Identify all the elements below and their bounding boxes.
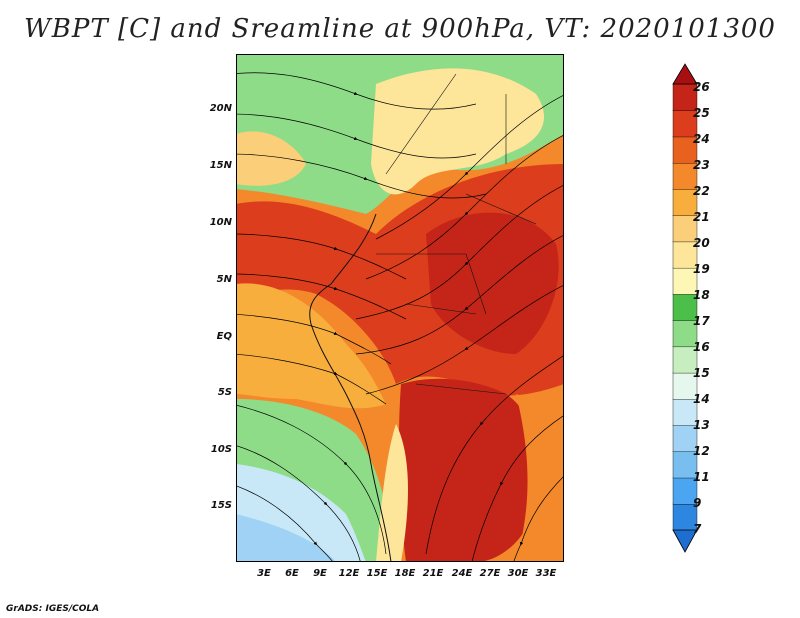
colorbar-segment xyxy=(672,503,698,531)
colorbar-label: 15 xyxy=(693,366,710,380)
colorbar-segment xyxy=(672,136,698,164)
colorbar-label: 20 xyxy=(693,236,710,250)
colorbar-segment xyxy=(672,424,698,452)
lon-label: 30E xyxy=(507,568,529,579)
colorbar-label: 11 xyxy=(693,470,710,484)
blue-south xyxy=(236,514,336,562)
colorbar-segment xyxy=(672,293,698,321)
colorbar-label: 25 xyxy=(693,106,710,120)
map-panel xyxy=(236,54,564,562)
border-lines xyxy=(376,73,537,395)
red-south xyxy=(398,378,540,562)
lon-label: 9E xyxy=(313,568,327,579)
lon-label: 33E xyxy=(535,568,557,579)
colorbar-label: 19 xyxy=(693,262,710,276)
colorbar-label: 16 xyxy=(693,340,710,354)
lat-label: 10N xyxy=(209,217,232,228)
lat-label: 5S xyxy=(217,387,232,398)
lon-label: 24E xyxy=(451,568,473,579)
yellow-north-east xyxy=(371,68,545,195)
colorbar-segment xyxy=(672,241,698,269)
colorbar-segment xyxy=(672,162,698,190)
lon-label: 21E xyxy=(422,568,444,579)
orange-coast xyxy=(236,283,386,409)
red-deep xyxy=(426,212,559,354)
wbpt-streamline-map xyxy=(236,54,564,562)
lat-label: 20N xyxy=(209,103,232,114)
lon-label: 3E xyxy=(257,568,271,579)
colorbar-segment xyxy=(672,398,698,426)
lat-label: 15S xyxy=(210,500,232,511)
streamlines xyxy=(236,72,564,562)
colorbar-bottom-arrow xyxy=(672,529,698,553)
colorbar-label: 7 xyxy=(693,522,702,536)
colorbar-segment xyxy=(672,319,698,348)
yellow-south xyxy=(376,424,408,562)
colorbar-label: 26 xyxy=(693,80,710,94)
colorbar-segment xyxy=(672,83,698,111)
map-title: WBPT [C] and Sreamline at 900hPa, VT: 20… xyxy=(24,14,776,44)
map-frame xyxy=(236,54,564,562)
colorbar-label: 13 xyxy=(693,418,710,432)
colorbar-label: 22 xyxy=(693,184,710,198)
coastline xyxy=(309,213,392,562)
colorbar-segment xyxy=(672,110,698,138)
colorbar-top-arrow xyxy=(672,63,698,85)
yellow-north-west xyxy=(236,131,306,186)
colorbar xyxy=(672,63,698,553)
colorbar-label: 21 xyxy=(693,210,710,224)
colorbar-label: 24 xyxy=(693,132,710,146)
lon-label: 12E xyxy=(338,568,360,579)
lat-label: EQ xyxy=(216,331,232,342)
lon-label: 27E xyxy=(479,568,501,579)
colorbar-segment xyxy=(672,477,698,505)
colorbar-label: 17 xyxy=(693,314,710,328)
lat-label: 5N xyxy=(216,274,232,285)
lon-label: 15E xyxy=(366,568,388,579)
lon-label: 18E xyxy=(394,568,416,579)
colorbar-segment xyxy=(672,188,698,216)
lon-label: 6E xyxy=(285,568,299,579)
orange-south-east xyxy=(516,394,564,562)
lat-label: 15N xyxy=(209,160,232,171)
colorbar-label: 14 xyxy=(693,392,710,406)
colorbar-segment xyxy=(672,214,698,243)
colorbar-label: 9 xyxy=(693,496,702,510)
colorbar-label: 18 xyxy=(693,288,710,302)
colorbar-label: 12 xyxy=(693,444,710,458)
colorbar-segment xyxy=(672,451,698,479)
colorbar-segment xyxy=(672,372,698,400)
lat-label: 10S xyxy=(210,444,232,455)
credit-text: GrADS: IGES/COLA xyxy=(6,604,100,614)
colorbar-label: 23 xyxy=(693,158,710,172)
